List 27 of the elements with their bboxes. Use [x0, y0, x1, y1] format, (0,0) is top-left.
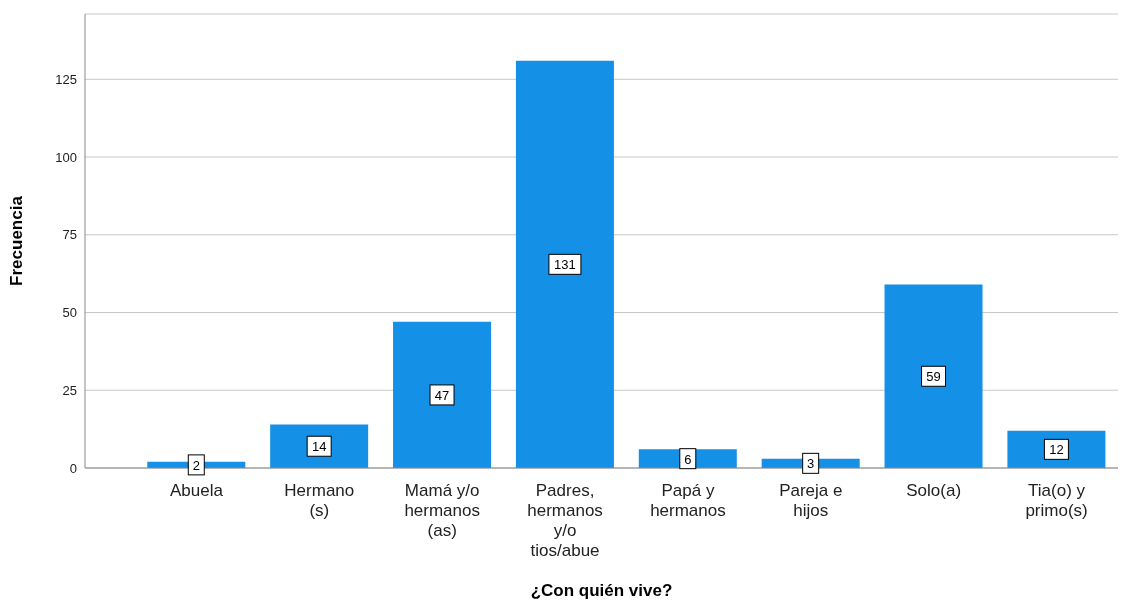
bar — [393, 321, 492, 468]
data-label: 12 — [1049, 442, 1064, 458]
y-axis-title: Frecuencia — [7, 195, 27, 286]
x-tick-label: Solo(a) — [906, 481, 962, 500]
y-tick-label: 125 — [55, 71, 77, 87]
data-label: 6 — [684, 451, 692, 467]
y-tick-label: 25 — [62, 382, 77, 398]
data-label: 59 — [926, 369, 941, 385]
data-label: 3 — [807, 456, 815, 472]
bar — [515, 60, 614, 468]
x-axis-title: ¿Con quién vive? — [530, 581, 673, 600]
y-tick-label: 100 — [55, 149, 77, 165]
y-tick-label: 50 — [62, 305, 77, 321]
x-tick-label: Hermano (s) — [284, 481, 355, 520]
y-tick-label: 0 — [69, 460, 77, 476]
data-label: 47 — [434, 387, 450, 403]
x-tick-label: Pareja e hijos — [779, 481, 843, 520]
x-tick-label: Mamá y/o hermanos (as) — [404, 481, 480, 540]
x-tick-label: Abuela — [169, 481, 224, 500]
bar — [884, 284, 983, 468]
x-tick-label: Tia(o) y primo(s) — [1025, 481, 1088, 520]
x-tick-label: Papá y hermanos — [650, 481, 726, 520]
x-tick-label: Padres, hermanos y/o tios/abue — [527, 481, 603, 560]
data-label: 2 — [192, 457, 200, 473]
data-label: 131 — [554, 257, 576, 273]
y-tick-label: 75 — [62, 227, 77, 243]
data-label: 14 — [311, 439, 327, 455]
